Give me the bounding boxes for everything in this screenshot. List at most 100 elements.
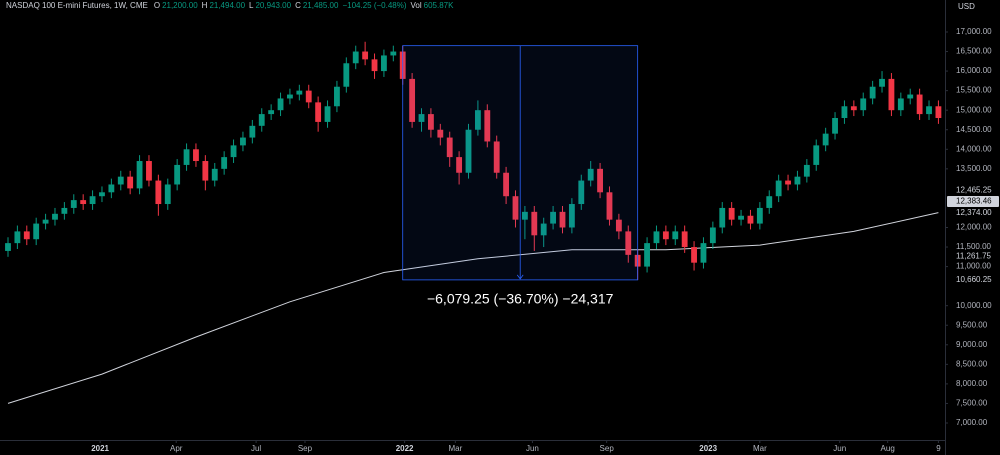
- y-tick-label: 15,500.00: [956, 86, 992, 95]
- candle-body: [568, 204, 575, 228]
- candle-body: [409, 78, 416, 122]
- y-tick-label: 16,500.00: [956, 47, 992, 56]
- candle-body: [371, 59, 378, 72]
- candle-body: [202, 161, 209, 181]
- y-tick-label: 7,000.00: [956, 418, 988, 427]
- ohlc-value: 21,485.00: [303, 1, 339, 10]
- candle-body: [850, 106, 857, 111]
- y-tick-label: 11,500.00: [956, 242, 992, 251]
- candle-body: [738, 215, 744, 220]
- volume-value: 605.87K: [424, 1, 454, 10]
- x-tick-label: Aug: [881, 444, 895, 453]
- candle-body: [381, 55, 387, 72]
- y-tick-label: 9,000.00: [956, 340, 988, 349]
- candle-body: [230, 145, 237, 158]
- candle-body: [728, 207, 735, 220]
- candle-body: [503, 172, 510, 197]
- y-tick-label: 13,500.00: [956, 164, 992, 173]
- candle-body: [794, 176, 801, 185]
- candle-body: [456, 157, 463, 173]
- ohlc-value: 21,494.00: [209, 1, 245, 10]
- x-tick-label: 2023: [699, 444, 717, 453]
- candle-body: [23, 231, 30, 240]
- candle-body: [427, 114, 434, 130]
- y-tick-label: 14,500.00: [956, 125, 992, 134]
- y-tick-label: 16,000.00: [956, 66, 992, 75]
- ohlc-value: 20,943.00: [255, 1, 291, 10]
- candle-body: [258, 114, 265, 126]
- candle-body: [390, 51, 397, 56]
- y-tick-label: 8,500.00: [956, 359, 988, 368]
- candle-body: [512, 196, 519, 220]
- y-tick-label: 15,000.00: [956, 105, 992, 114]
- price-badge-label: 11,261.75: [956, 251, 992, 260]
- candle-body: [681, 231, 688, 248]
- candle-body: [5, 243, 11, 251]
- candle-body: [935, 106, 942, 119]
- x-tick-label: Mar: [448, 444, 462, 453]
- candle-body: [42, 219, 49, 224]
- candle-body: [907, 94, 914, 99]
- candle-body: [305, 90, 312, 103]
- candle-body: [587, 168, 594, 181]
- candle-body: [127, 176, 134, 189]
- candle-body: [268, 110, 275, 115]
- candle-body: [662, 231, 669, 240]
- candle-body: [324, 106, 331, 122]
- candle-body: [334, 86, 340, 107]
- x-tick-label: Jun: [526, 444, 539, 453]
- price-badge-label: 12,383.46: [956, 197, 992, 206]
- ohlc-label: H: [202, 1, 208, 10]
- candle-body: [578, 180, 585, 205]
- candle-body: [756, 207, 763, 224]
- x-tick-label: Jun: [833, 444, 846, 453]
- candle-body: [174, 164, 181, 185]
- candle-body: [813, 145, 820, 165]
- candle-body: [653, 231, 660, 244]
- candle-body: [559, 211, 566, 228]
- candle-body: [672, 231, 679, 240]
- candle-body: [897, 98, 904, 111]
- candle-body: [916, 94, 923, 115]
- candle-body: [465, 129, 472, 173]
- price-badge: [947, 184, 999, 196]
- y-tick-label: 9,500.00: [956, 320, 988, 329]
- candle-body: [277, 98, 284, 111]
- price-badge-label: 10,660.25: [956, 275, 992, 284]
- candle-body: [183, 149, 190, 165]
- candle-body: [615, 219, 622, 232]
- candle-body: [221, 157, 228, 169]
- price-badge-label: 12,465.25: [956, 185, 992, 194]
- candle-body: [155, 180, 162, 205]
- legend-header: NASDAQ 100 E-mini Futures, 1W, CME O 21,20…: [6, 1, 454, 10]
- candle-body: [315, 102, 322, 122]
- price-badge-label: 12,374.00: [956, 208, 992, 217]
- candle-body: [108, 184, 115, 193]
- candle-body: [531, 211, 538, 236]
- candle-body: [89, 196, 96, 205]
- candle-body: [146, 161, 152, 181]
- candle-body: [822, 133, 829, 146]
- x-tick-label: 2022: [396, 444, 414, 453]
- candle-body: [362, 51, 369, 60]
- candle-body: [343, 63, 350, 87]
- candle-body: [14, 231, 21, 244]
- candle-body: [888, 78, 895, 111]
- change-value: −104.25 (−0.48%): [342, 1, 406, 10]
- x-tick-label: Jul: [251, 444, 261, 453]
- candle-body: [52, 213, 58, 220]
- candle-body: [164, 184, 171, 205]
- candle-body: [61, 207, 68, 214]
- candle-body: [926, 106, 932, 115]
- measure-arrowhead: [516, 274, 524, 280]
- candle-body: [785, 180, 791, 185]
- candle-body: [70, 200, 77, 208]
- candle-body: [521, 211, 528, 220]
- candle-body: [691, 247, 697, 263]
- symbol-title: NASDAQ 100 E-mini Futures, 1W, CME: [6, 1, 148, 10]
- candle-body: [747, 215, 754, 224]
- moving-average: [7, 212, 939, 404]
- candle-body: [879, 78, 885, 87]
